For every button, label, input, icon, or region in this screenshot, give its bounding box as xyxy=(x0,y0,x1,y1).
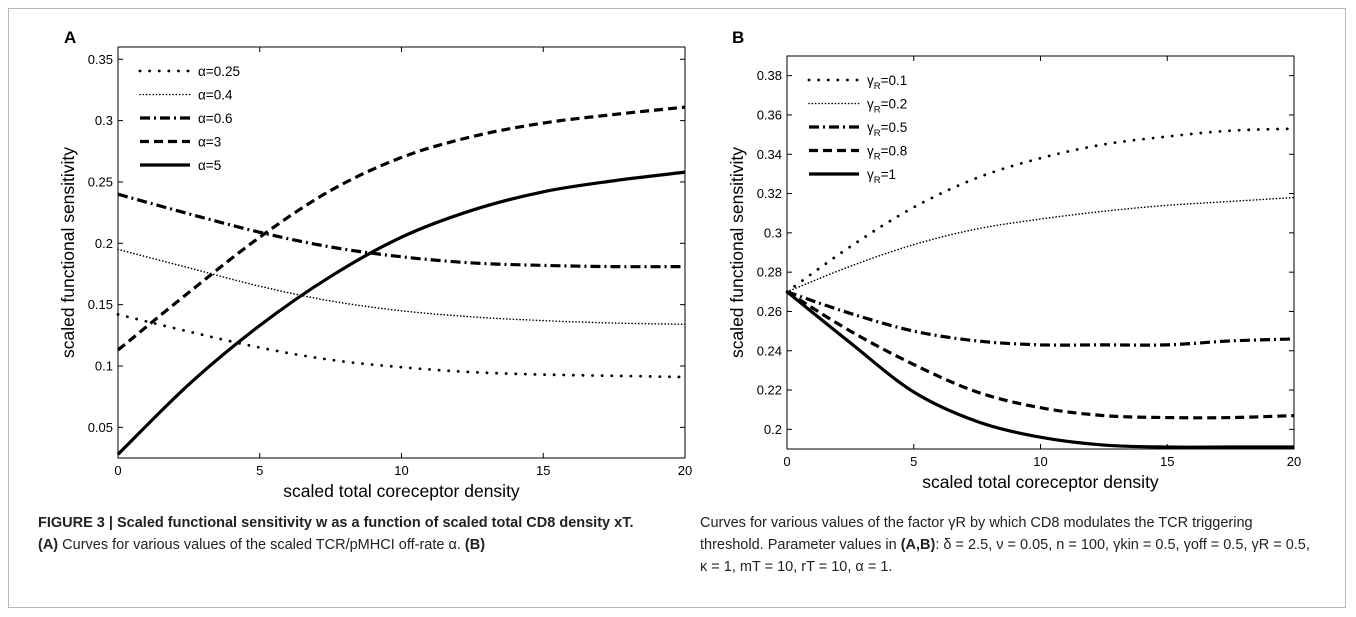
p0-legend-label-3: α=0.6 xyxy=(198,111,232,126)
p0-xtick-label: 5 xyxy=(256,463,263,478)
p1-series-line-2 xyxy=(787,197,1294,291)
p1-legend-label-rest: =0.5 xyxy=(881,120,908,135)
caption-right: Curves for various values of the factor … xyxy=(700,512,1320,578)
p1-legend-label-rest: =0.8 xyxy=(881,144,908,159)
caption-part-a-label: (A) xyxy=(38,537,58,553)
p1-xtick-label: 5 xyxy=(910,454,917,469)
p0-legend-label-4: α=3 xyxy=(198,135,221,150)
p1-legend-label-1: γR=0.1 xyxy=(867,73,907,92)
p1-ytick-label: 0.22 xyxy=(757,383,782,398)
caption-left: FIGURE 3 | Scaled functional sensitivity… xyxy=(38,512,638,556)
p1-x-axis-label: scaled total coreceptor density xyxy=(922,472,1159,492)
p1-ytick-label: 0.24 xyxy=(757,343,782,358)
p1-legend-label-rest: =1 xyxy=(881,167,896,182)
p1-legend-label-4: γR=0.8 xyxy=(867,144,907,163)
p0-y-axis-label: scaled functional sensitivity xyxy=(58,147,78,358)
p0-legend-label-5: α=5 xyxy=(198,158,221,173)
p0-series-line-2 xyxy=(118,249,685,324)
p1-legend-label-3: γR=0.5 xyxy=(867,120,907,139)
caption-part-b-label: (B) xyxy=(465,537,485,553)
p0-series-line-3 xyxy=(118,194,685,266)
p0-x-axis-label: scaled total coreceptor density xyxy=(283,481,520,501)
p0-xtick-label: 0 xyxy=(114,463,121,478)
p1-xtick-label: 10 xyxy=(1033,454,1047,469)
p0-legend-label-2: α=0.4 xyxy=(198,88,233,103)
p1-ytick-label: 0.26 xyxy=(757,304,782,319)
caption-params-label: (A,B) xyxy=(901,537,936,553)
p1-ytick-label: 0.36 xyxy=(757,107,782,122)
p0-panel-label: A xyxy=(64,28,76,47)
p0-series-line-5 xyxy=(118,172,685,454)
p1-ytick-label: 0.28 xyxy=(757,265,782,280)
p0-ytick-label: 0.05 xyxy=(88,420,113,435)
p1-y-axis-label: scaled functional sensitivity xyxy=(727,147,747,358)
p1-ytick-label: 0.34 xyxy=(757,147,782,162)
p1-ytick-label: 0.32 xyxy=(757,186,782,201)
p0-ytick-label: 0.35 xyxy=(88,52,113,67)
caption-title: FIGURE 3 | Scaled functional sensitivity… xyxy=(38,515,633,531)
p1-legend-label-rest: =0.1 xyxy=(881,73,908,88)
p1-xtick-label: 15 xyxy=(1160,454,1174,469)
p0-ytick-label: 0.3 xyxy=(95,113,113,128)
p0-xtick-label: 10 xyxy=(394,463,408,478)
p1-xtick-label: 0 xyxy=(783,454,790,469)
p0-ytick-label: 0.15 xyxy=(88,297,113,312)
p1-ytick-label: 0.2 xyxy=(764,422,782,437)
p0-legend-label-1: α=0.25 xyxy=(198,64,240,79)
p0-ytick-label: 0.25 xyxy=(88,174,113,189)
p0-xtick-label: 15 xyxy=(536,463,550,478)
p0-ytick-label: 0.1 xyxy=(95,358,113,373)
panel-a: A 0 5 10 15 20 0.05 0.1 0.15 0.2 0.25 0.3 0.35 scaled… xyxy=(58,28,692,501)
p1-xtick-label: 20 xyxy=(1287,454,1301,469)
panel-b: B 0 5 10 15 20 0.2 0.22 0.24 0.26 0.28 0.3 0.32 0.34 0… xyxy=(727,28,1301,492)
p1-legend-label-2: γR=0.2 xyxy=(867,97,907,116)
p1-ytick-label: 0.3 xyxy=(764,225,782,240)
p1-series-line-5 xyxy=(787,292,1294,447)
p0-axes-box xyxy=(118,47,685,458)
p1-axes-box xyxy=(787,56,1294,449)
p1-legend-label-rest: =0.2 xyxy=(881,97,908,112)
p1-series-line-1 xyxy=(787,129,1294,292)
p0-xtick-label: 20 xyxy=(678,463,692,478)
p0-series-line-1 xyxy=(118,314,685,377)
p1-panel-label: B xyxy=(732,28,744,47)
caption-part-a-text: Curves for various values of the scaled … xyxy=(62,537,461,553)
p0-ytick-label: 0.2 xyxy=(95,236,113,251)
p1-ytick-label: 0.38 xyxy=(757,68,782,83)
p1-legend-label-5: γR=1 xyxy=(867,167,896,186)
